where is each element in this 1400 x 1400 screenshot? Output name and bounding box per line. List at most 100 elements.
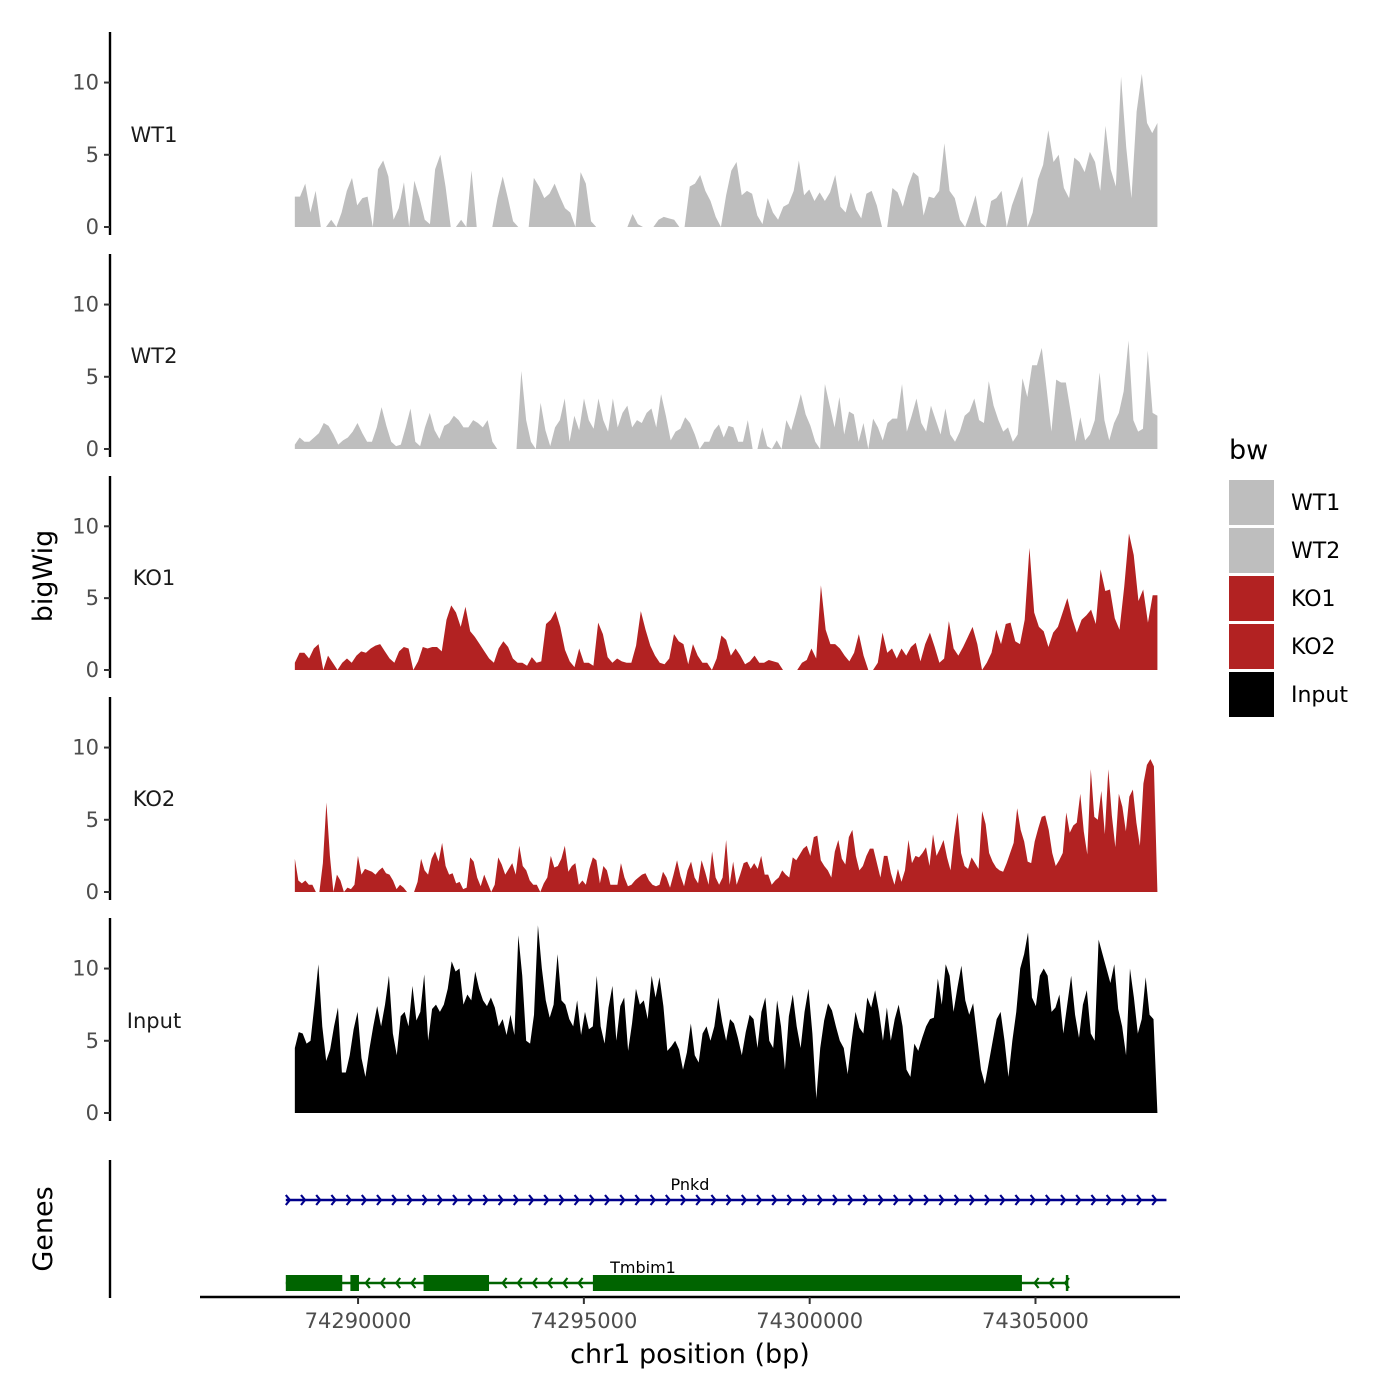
exon <box>350 1275 359 1291</box>
strand-arrow <box>300 1194 307 1206</box>
strand-arrow <box>786 1194 793 1206</box>
strand-arrow <box>1120 1194 1128 1206</box>
legend-label: KO1 <box>1291 587 1336 612</box>
strand-arrow <box>801 1194 809 1206</box>
strand-arrow <box>923 1194 930 1206</box>
strand-arrow <box>543 1194 550 1206</box>
strand-arrow <box>482 1194 489 1206</box>
strand-arrow <box>1105 1194 1113 1206</box>
strand-arrow <box>501 1277 508 1289</box>
strand-arrow <box>953 1194 961 1206</box>
legend-label: Input <box>1291 683 1348 708</box>
strand-arrow <box>832 1194 839 1206</box>
y-tick-label: 5 <box>86 143 99 167</box>
strand-arrow <box>406 1194 413 1206</box>
strand-arrow <box>512 1194 520 1206</box>
strand-arrow <box>452 1194 459 1206</box>
strand-arrow <box>360 1194 368 1206</box>
track-wt2: 0 5 10 WT2 <box>72 254 1158 461</box>
strand-arrow <box>467 1194 474 1206</box>
strand-arrow <box>847 1194 854 1206</box>
gene-track: Pnkd Tmbim1 <box>108 1160 1167 1298</box>
y-tick-label: 0 <box>86 437 99 461</box>
x-axis: 74290000 74295000 74300000 74305000 <box>200 1295 1180 1333</box>
strand-arrow <box>664 1194 672 1206</box>
strand-arrow <box>497 1194 505 1206</box>
track-label: KO1 <box>133 566 176 590</box>
strand-arrow <box>999 1194 1006 1206</box>
strand-arrow <box>862 1194 869 1206</box>
strand-arrow <box>892 1194 900 1206</box>
legend-swatch <box>1229 576 1274 621</box>
track-label: WT1 <box>131 123 178 147</box>
x-tick-label: 74305000 <box>982 1309 1089 1333</box>
strand-arrow <box>364 1277 371 1289</box>
strand-arrow <box>740 1194 748 1206</box>
strand-arrow <box>619 1194 626 1206</box>
y-tick-label: 0 <box>86 658 99 682</box>
strand-arrow <box>421 1194 429 1206</box>
track-wt1: 0 5 10 WT1 <box>72 32 1158 239</box>
strand-arrow <box>330 1194 337 1206</box>
gene-pnkd: Pnkd <box>284 1175 1167 1206</box>
legend-label: WT1 <box>1291 491 1340 516</box>
strand-arrow <box>908 1194 915 1206</box>
y-tick-label: 10 <box>72 71 99 95</box>
exon <box>285 1275 343 1291</box>
strand-arrow <box>558 1194 565 1206</box>
strand-arrow <box>1075 1194 1082 1206</box>
strand-arrow <box>379 1277 386 1289</box>
strand-arrow <box>1060 1194 1067 1206</box>
track-label: Input <box>127 1009 181 1033</box>
strand-arrow <box>1090 1194 1097 1206</box>
strand-arrow <box>604 1194 611 1206</box>
gene-tmbim1: Tmbim1 <box>285 1258 1070 1291</box>
y-tick-label: 0 <box>86 1101 99 1125</box>
strand-arrow <box>816 1194 824 1206</box>
strand-arrow <box>725 1194 733 1206</box>
x-tick-label: 74300000 <box>756 1309 863 1333</box>
y-axis-title: bigWig <box>28 530 59 623</box>
strand-arrow <box>649 1194 657 1206</box>
strand-arrow <box>984 1194 991 1206</box>
genes-axis-title: Genes <box>28 1186 59 1271</box>
strand-arrow <box>1048 1277 1055 1289</box>
strand-arrow <box>284 1194 292 1206</box>
legend-swatch <box>1229 624 1274 669</box>
y-tick-label: 10 <box>72 957 99 981</box>
gene-label: Tmbim1 <box>609 1258 676 1277</box>
strand-arrow <box>771 1194 778 1206</box>
strand-arrow <box>577 1277 584 1289</box>
strand-arrow <box>1033 1277 1040 1289</box>
track-ko2: 0 5 10 KO2 <box>72 697 1158 904</box>
track-label: KO2 <box>133 787 176 811</box>
strand-arrow <box>531 1277 538 1289</box>
strand-arrow <box>877 1194 885 1206</box>
strand-arrow <box>561 1277 569 1289</box>
exon <box>592 1275 1022 1291</box>
strand-arrow <box>1014 1194 1021 1206</box>
area-ko1 <box>294 533 1158 670</box>
legend-label: WT2 <box>1291 539 1340 564</box>
y-tick-label: 5 <box>86 808 99 832</box>
track-label: WT2 <box>131 344 178 368</box>
legend-swatch <box>1229 528 1274 573</box>
strand-arrow <box>391 1194 398 1206</box>
y-tick-label: 0 <box>86 880 99 904</box>
area-wt1 <box>294 73 1158 227</box>
strand-arrow <box>710 1194 717 1206</box>
strand-arrow <box>938 1194 945 1206</box>
legend-swatch <box>1229 480 1274 525</box>
strand-arrow <box>376 1194 383 1206</box>
track-ko1: 0 5 10 KO1 <box>72 476 1158 682</box>
area-input <box>294 925 1158 1113</box>
strand-arrow <box>695 1194 702 1206</box>
y-tick-label: 5 <box>86 1029 99 1053</box>
area-wt2 <box>294 340 1158 449</box>
legend-swatch <box>1229 672 1274 717</box>
strand-arrow <box>680 1194 687 1206</box>
x-tick-label: 74290000 <box>305 1309 412 1333</box>
legend-label: KO2 <box>1291 635 1336 660</box>
strand-arrow <box>516 1277 523 1289</box>
legend-title: bw <box>1229 435 1268 466</box>
